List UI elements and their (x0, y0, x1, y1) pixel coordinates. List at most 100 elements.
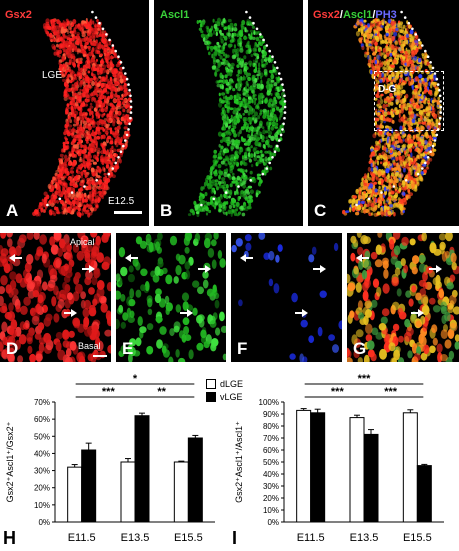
cell (74, 283, 83, 294)
cell (57, 173, 61, 177)
cell (119, 142, 122, 146)
cell (91, 171, 95, 177)
cell (26, 337, 33, 345)
cell (0, 286, 6, 295)
cell (262, 54, 267, 59)
cell (77, 351, 86, 361)
cell (78, 60, 83, 64)
boundary-dot (122, 144, 125, 148)
cell (41, 198, 45, 202)
cell (242, 112, 245, 116)
cell (245, 66, 249, 70)
cell (61, 170, 65, 175)
cell (91, 276, 98, 286)
cell (0, 233, 7, 239)
cell (371, 59, 374, 64)
cell (187, 213, 192, 217)
cell (112, 121, 116, 127)
cell (64, 191, 67, 195)
cell (156, 246, 162, 254)
cell (400, 71, 403, 78)
cell (87, 37, 90, 42)
cell (385, 148, 389, 153)
cell (432, 136, 437, 141)
cell (0, 275, 8, 286)
cell (267, 57, 272, 63)
cell (271, 111, 275, 116)
cell (59, 193, 64, 198)
cell (93, 76, 96, 81)
boundary-dot (262, 38, 265, 42)
cell (370, 202, 375, 208)
cell (101, 113, 104, 118)
cell (386, 138, 389, 144)
cell (224, 95, 228, 100)
panel-c-image (342, 10, 443, 217)
cell (395, 99, 399, 104)
cell (280, 107, 285, 111)
cell (362, 176, 367, 179)
cell (237, 106, 242, 111)
cell (101, 107, 105, 113)
cell (418, 44, 422, 49)
cell (385, 32, 389, 37)
cell (358, 187, 362, 192)
cell (90, 49, 94, 56)
cell (55, 35, 58, 40)
cell (270, 70, 274, 75)
cell (64, 70, 68, 75)
cell (118, 158, 122, 164)
cell (112, 99, 117, 103)
cell (390, 190, 395, 194)
cell (216, 83, 221, 88)
cell (229, 183, 233, 188)
cell (279, 109, 284, 116)
cell (268, 98, 273, 103)
cell (250, 53, 254, 58)
cell (63, 93, 68, 98)
cell (98, 92, 101, 97)
cell (404, 120, 407, 124)
cell (83, 204, 86, 210)
cell (127, 316, 135, 323)
cell (240, 136, 244, 140)
cell (384, 60, 387, 67)
cell (115, 153, 119, 158)
cell (72, 92, 77, 97)
cell (77, 64, 80, 68)
cell (126, 109, 130, 113)
cell (125, 130, 130, 135)
cell (192, 280, 200, 288)
cell (381, 22, 385, 26)
cell (230, 154, 235, 158)
boundary-dot (416, 172, 420, 176)
cell (217, 51, 221, 57)
cell (245, 169, 248, 173)
cell (383, 143, 387, 147)
cell (90, 207, 94, 212)
cell (79, 57, 83, 62)
cell (238, 181, 242, 187)
boundary-dot (245, 10, 248, 14)
cell (105, 105, 109, 109)
cell (95, 336, 101, 348)
cell (414, 66, 417, 70)
cell (390, 144, 395, 148)
cell (96, 112, 100, 117)
cell (407, 194, 412, 199)
boundary-dot (129, 116, 132, 120)
cell (98, 41, 102, 47)
boundary-dot (426, 156, 430, 159)
cell-cluster (0, 233, 111, 362)
cell (123, 126, 128, 130)
cell (380, 179, 384, 184)
cell (53, 212, 57, 216)
cell (355, 188, 359, 195)
cell (114, 110, 119, 115)
cell (71, 106, 74, 111)
cell (92, 207, 97, 212)
cell (92, 35, 96, 40)
cell (256, 55, 260, 60)
cell (66, 244, 72, 252)
cell (146, 345, 154, 355)
